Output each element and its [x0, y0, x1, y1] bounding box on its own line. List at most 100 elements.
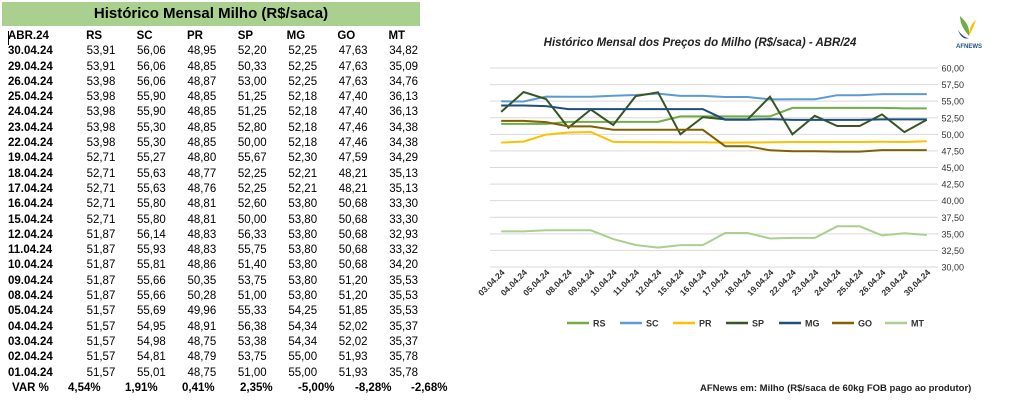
cell-mt: 34,38: [389, 121, 418, 134]
var-mg: -5,00%: [298, 382, 335, 394]
cell-sc: 56,14: [137, 228, 166, 241]
cell-sc: 55,80: [137, 198, 166, 211]
table-row: 22.04.24 53,98 55,30 48,85 50,00 52,18 47,46 34…: [8, 136, 422, 151]
row-date: 03.04.24: [8, 335, 53, 348]
cell-go: 50,68: [338, 259, 368, 272]
legend-label-rs: RS: [593, 319, 606, 329]
cell-sc: 55,81: [137, 259, 166, 272]
cell-sc: 54,95: [137, 320, 166, 333]
cell-mt: 35,78: [389, 351, 418, 364]
cell-mt: 35,53: [389, 274, 418, 287]
cell-sc: 54,98: [137, 335, 166, 348]
cell-mt: 32,93: [389, 228, 418, 241]
cell-sp: 53,00: [237, 75, 267, 88]
y-tick-label: 52,50: [941, 113, 964, 123]
cell-pr: 48,95: [187, 45, 217, 58]
y-tick-label: 47,50: [941, 146, 964, 156]
cell-sc: 55,90: [137, 106, 166, 119]
var-mt: -2,68%: [411, 382, 448, 394]
legend-label-go: GO: [858, 319, 872, 329]
series-line-pr: [501, 130, 927, 144]
cell-mt: 34,38: [389, 137, 418, 150]
table-title: Histórico Mensal Milho (R$/saca): [2, 2, 420, 26]
legend-label-sc: SC: [646, 319, 659, 329]
header-date: ABR.24: [8, 30, 49, 42]
legend-label-pr: PR: [699, 319, 712, 329]
cell-sp: 52,80: [237, 121, 267, 134]
row-date: 04.04.24: [8, 320, 53, 333]
cell-rs: 51,87: [86, 244, 116, 257]
cell-mt: 35,09: [389, 60, 418, 73]
cell-pr: 48,80: [187, 152, 217, 165]
cell-pr: 48,85: [187, 60, 217, 73]
cell-go: 50,68: [338, 228, 368, 241]
row-date: 30.04.24: [8, 45, 53, 58]
cell-sc: 55,30: [137, 137, 166, 150]
cell-sp: 52,25: [237, 167, 267, 180]
table-row: 05.04.24 51,57 55,69 49,96 55,33 54,25 51,85 35…: [8, 304, 422, 319]
cell-sp: 51,25: [237, 91, 267, 104]
cell-mg: 54,25: [288, 305, 318, 318]
cell-sp: 56,33: [237, 228, 267, 241]
cell-sp: 53,75: [237, 351, 267, 364]
afnews-logo: AFNEWS: [952, 14, 986, 54]
cell-sc: 55,93: [137, 244, 166, 257]
var-label: VAR %: [12, 382, 49, 394]
cell-pr: 50,35: [187, 274, 217, 287]
cell-go: 51,20: [338, 274, 368, 287]
cell-rs: 51,57: [86, 366, 116, 379]
cell-mt: 35,13: [389, 182, 418, 195]
cell-mt: 36,13: [389, 91, 418, 104]
table-row: 17.04.24 52,71 55,63 48,76 52,25 52,21 48,21 35…: [8, 182, 422, 197]
cell-rs: 51,57: [86, 305, 116, 318]
cell-rs: 52,71: [86, 182, 116, 195]
table-row: 04.04.24 51,57 54,95 48,91 56,38 54,34 52,02 35…: [8, 320, 422, 335]
cell-mg: 53,80: [288, 290, 318, 303]
header-rs: RS: [86, 30, 103, 42]
cell-go: 50,68: [338, 198, 368, 211]
cell-mt: 34,20: [389, 259, 418, 272]
cell-sp: 56,38: [237, 320, 267, 333]
header-pr: PR: [187, 30, 203, 42]
cell-mg: 53,80: [288, 259, 318, 272]
table-row: 29.04.24 53,91 56,06 48,85 50,33 52,25 47,63 35…: [8, 60, 422, 75]
chart-footer: AFNews em: Milho (R$/saca de 60kg FOB pa…: [700, 383, 972, 394]
cell-pr: 48,85: [187, 121, 217, 134]
cell-go: 50,68: [338, 244, 368, 257]
cell-pr: 48,75: [187, 335, 217, 348]
cell-sc: 55,63: [137, 182, 166, 195]
row-date: 16.04.24: [8, 198, 53, 211]
cell-go: 47,63: [338, 60, 368, 73]
cell-sp: 51,40: [237, 259, 267, 272]
table-header-row: ABR.24 RS SC PR SP MG GO MT: [8, 29, 422, 44]
table-row: 23.04.24 53,98 55,30 48,85 52,80 52,18 47,46 34…: [8, 121, 422, 136]
cell-mg: 52,25: [288, 45, 318, 58]
cell-sp: 51,25: [237, 106, 267, 119]
cell-rs: 53,98: [86, 91, 116, 104]
cell-sc: 55,01: [137, 366, 166, 379]
cell-pr: 49,96: [187, 305, 217, 318]
var-rs: 4,54%: [68, 382, 101, 394]
cell-mt: 35,37: [389, 320, 418, 333]
table-row: 19.04.24 52,71 55,27 48,80 55,67 52,30 47,59 34…: [8, 151, 422, 166]
row-date: 24.04.24: [8, 106, 53, 119]
cell-mg: 55,00: [288, 351, 318, 364]
cell-pr: 48,81: [187, 198, 217, 211]
series-line-go: [501, 119, 927, 153]
table-row: 03.04.24 51,57 54,98 48,75 53,38 54,34 52,02 35…: [8, 335, 422, 350]
series-line-mg: [501, 104, 927, 121]
cell-mt: 35,78: [389, 366, 418, 379]
cell-sc: 55,27: [137, 152, 166, 165]
cell-go: 47,63: [338, 75, 368, 88]
row-date: 17.04.24: [8, 182, 53, 195]
cell-rs: 53,98: [86, 137, 116, 150]
cell-go: 47,40: [338, 106, 368, 119]
cell-rs: 51,87: [86, 228, 116, 241]
legend-label-mg: MG: [805, 319, 820, 329]
cell-mg: 52,18: [288, 91, 318, 104]
table-row: 16.04.24 52,71 55,80 48,81 52,60 53,80 50,68 33…: [8, 197, 422, 212]
cell-pr: 48,83: [187, 244, 217, 257]
cell-pr: 50,28: [187, 290, 217, 303]
cell-rs: 51,87: [86, 290, 116, 303]
header-mt: MT: [388, 30, 406, 42]
